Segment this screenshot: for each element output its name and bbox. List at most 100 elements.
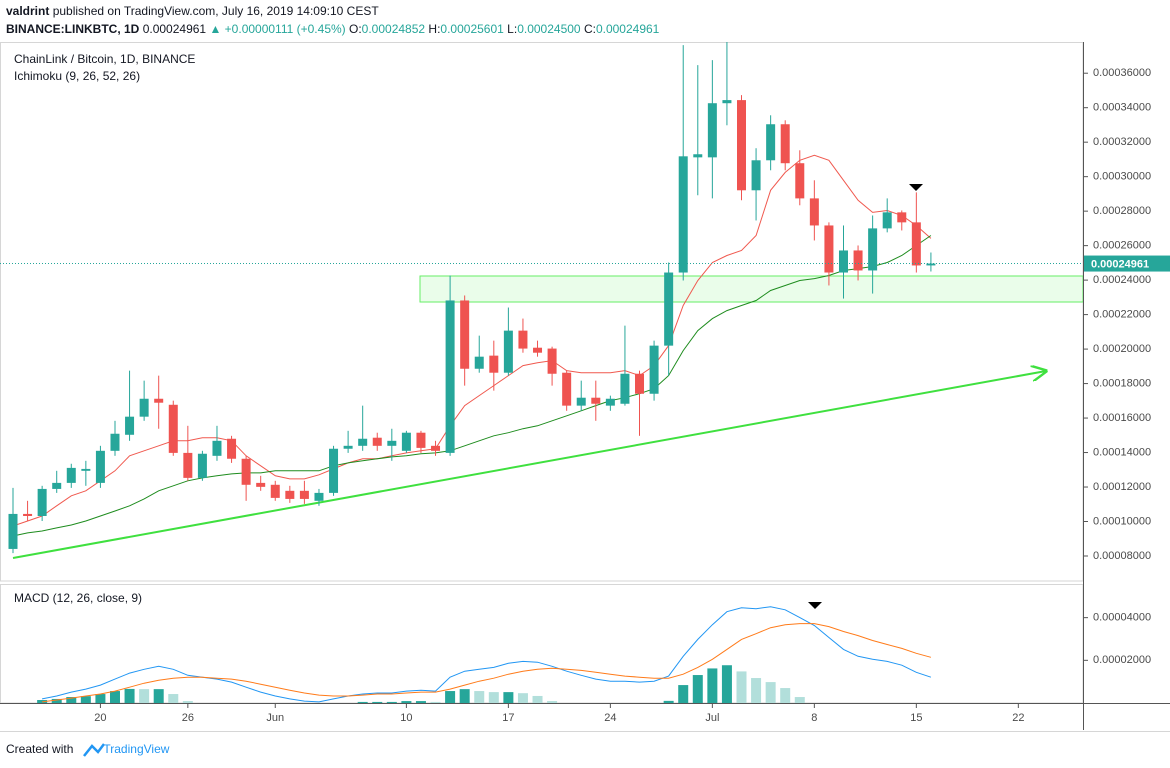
- histogram-bar: [882, 703, 892, 720]
- ohlc-label: H:: [428, 22, 440, 36]
- ohlc-label: L:: [507, 22, 517, 36]
- histogram-bar: [285, 703, 295, 712]
- indicator-line: [12, 235, 932, 537]
- histogram-bar: [66, 697, 77, 703]
- main-plot: [8, 42, 1083, 559]
- y-tick-label: 0.00032000: [1093, 136, 1151, 148]
- candle-body: [81, 468, 91, 471]
- candle-body: [882, 212, 892, 229]
- candle-body: [489, 355, 499, 373]
- candle-body: [693, 154, 703, 158]
- candle-body: [503, 330, 513, 373]
- histogram-bar: [853, 703, 863, 724]
- candle-body: [256, 482, 266, 487]
- ohlc-value: 0.00025601: [440, 22, 504, 36]
- x-tick-label: 22: [1012, 712, 1024, 724]
- histogram-bar: [517, 693, 528, 703]
- candle-body: [897, 212, 907, 223]
- histogram-bar: [299, 703, 309, 711]
- candle-body: [8, 513, 18, 549]
- footer-text: Created with: [6, 742, 73, 756]
- symbol-line: BINANCE:LINKBTC, 1D 0.00024961 ▲ +0.0000…: [6, 22, 660, 36]
- histogram-bar: [707, 668, 718, 703]
- y-tick-label: 0.00008000: [1093, 550, 1151, 562]
- candle-body: [154, 398, 164, 403]
- histogram-bar: [124, 688, 135, 703]
- histogram-bar: [459, 689, 470, 703]
- histogram-bar: [445, 691, 456, 703]
- y-tick-label: 0.00036000: [1093, 67, 1151, 79]
- candle-body: [518, 330, 528, 349]
- histogram-bar: [794, 697, 805, 703]
- candle-body: [270, 484, 280, 498]
- histogram-bar: [386, 701, 397, 703]
- candle-body: [227, 438, 237, 459]
- candle-body: [722, 100, 732, 104]
- candle-body: [23, 513, 33, 516]
- candle-body: [678, 156, 688, 273]
- histogram-bar: [430, 701, 441, 703]
- footer-brand: TradingView: [103, 742, 169, 756]
- histogram-bar: [765, 682, 776, 703]
- candle-body: [576, 397, 586, 406]
- candle-body: [358, 438, 368, 446]
- candle-body: [707, 103, 717, 158]
- histogram-bar: [838, 703, 848, 721]
- macd-pane: [0, 584, 1084, 704]
- candle-body: [824, 225, 834, 273]
- y-tick-label: 0.00030000: [1093, 171, 1151, 183]
- y-tick-label: 0.00002000: [1093, 654, 1151, 666]
- candle-body: [853, 250, 863, 271]
- candle-body: [838, 250, 848, 273]
- candle-body: [401, 432, 411, 451]
- candle-body: [372, 437, 382, 446]
- header-line: valdrint published on TradingView.com, J…: [6, 4, 379, 18]
- histogram-bar: [415, 701, 426, 703]
- candle-body: [125, 416, 135, 435]
- candle-body: [241, 458, 251, 485]
- histogram-bar: [256, 703, 266, 711]
- support-zone: [419, 275, 1083, 303]
- candle-body: [547, 348, 557, 374]
- y-tick-label: 0.00014000: [1093, 446, 1151, 458]
- author: valdrint: [6, 4, 49, 18]
- y-tick-label: 0.00034000: [1093, 102, 1151, 114]
- y-tick-label: 0.00020000: [1093, 343, 1151, 355]
- symbol: BINANCE:LINKBTC, 1D: [6, 22, 140, 36]
- indicator-line: [42, 623, 932, 703]
- histogram-bar: [401, 701, 412, 703]
- candle-body: [474, 356, 484, 369]
- x-tick-label: Jun: [266, 712, 284, 724]
- last-price-box: [1084, 255, 1170, 272]
- y-tick-label: 0.00028000: [1093, 205, 1151, 217]
- change: +0.00000111 (+0.45%): [225, 22, 346, 36]
- candle-body: [343, 445, 353, 449]
- candle-body: [139, 398, 149, 417]
- candle-body: [329, 448, 339, 493]
- histogram-bar: [80, 696, 91, 703]
- price: 0.00024961: [143, 22, 207, 36]
- candle-body: [95, 450, 105, 483]
- candle-body: [66, 467, 76, 483]
- candle-body: [387, 440, 397, 446]
- candle-body: [809, 198, 819, 226]
- histogram-bar: [868, 703, 878, 722]
- candle-body: [664, 272, 674, 346]
- histogram-bar: [95, 694, 106, 703]
- candle-body: [766, 124, 776, 161]
- x-tick-label: 10: [400, 712, 412, 724]
- candle-body: [620, 373, 630, 404]
- candle-body: [649, 345, 659, 394]
- histogram-bar: [736, 671, 747, 703]
- published: published on TradingView.com, July 16, 2…: [53, 4, 380, 18]
- histogram-bar: [663, 700, 674, 703]
- up-arrow: ▲: [209, 22, 221, 36]
- main-pane: [0, 42, 1084, 582]
- x-tick-label: Jul: [705, 712, 719, 724]
- histogram-bar: [751, 678, 762, 703]
- indicator-title: Ichimoku (9, 26, 52, 26): [14, 69, 140, 83]
- indicator-line: [12, 154, 932, 527]
- candle-body: [431, 445, 441, 451]
- candle-body: [737, 100, 746, 191]
